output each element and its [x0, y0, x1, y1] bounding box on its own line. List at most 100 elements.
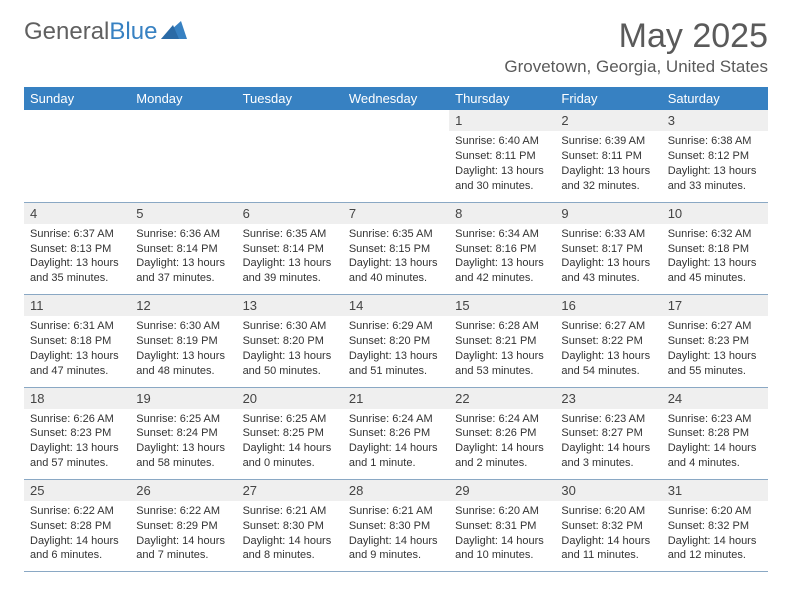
daylight-text: Daylight: 13 hours and 33 minutes. [668, 164, 762, 194]
daylight-text: Daylight: 14 hours and 1 minute. [349, 441, 443, 471]
calendar-cell: 24Sunrise: 6:23 AMSunset: 8:28 PMDayligh… [662, 388, 768, 479]
calendar-cell: 23Sunrise: 6:23 AMSunset: 8:27 PMDayligh… [555, 388, 661, 479]
sunset-text: Sunset: 8:27 PM [561, 426, 655, 441]
daylight-text: Daylight: 13 hours and 43 minutes. [561, 256, 655, 286]
calendar-cell: 7Sunrise: 6:35 AMSunset: 8:15 PMDaylight… [343, 203, 449, 294]
calendar-cell: 9Sunrise: 6:33 AMSunset: 8:17 PMDaylight… [555, 203, 661, 294]
day-info: Sunrise: 6:24 AMSunset: 8:26 PMDaylight:… [449, 409, 555, 479]
calendar-week: 1Sunrise: 6:40 AMSunset: 8:11 PMDaylight… [24, 110, 768, 202]
sunrise-text: Sunrise: 6:37 AM [30, 227, 124, 242]
day-number: 27 [237, 480, 343, 501]
daylight-text: Daylight: 14 hours and 7 minutes. [136, 534, 230, 564]
calendar-cell: 27Sunrise: 6:21 AMSunset: 8:30 PMDayligh… [237, 480, 343, 571]
sunrise-text: Sunrise: 6:21 AM [243, 504, 337, 519]
sunrise-text: Sunrise: 6:20 AM [455, 504, 549, 519]
daylight-text: Daylight: 13 hours and 51 minutes. [349, 349, 443, 379]
day-info: Sunrise: 6:34 AMSunset: 8:16 PMDaylight:… [449, 224, 555, 294]
day-info: Sunrise: 6:35 AMSunset: 8:15 PMDaylight:… [343, 224, 449, 294]
dow-tuesday: Tuesday [237, 87, 343, 110]
day-number: 4 [24, 203, 130, 224]
calendar-week: 25Sunrise: 6:22 AMSunset: 8:28 PMDayligh… [24, 480, 768, 572]
sunrise-text: Sunrise: 6:22 AM [30, 504, 124, 519]
logo-triangle-icon [161, 18, 187, 46]
day-number: 26 [130, 480, 236, 501]
sunset-text: Sunset: 8:26 PM [455, 426, 549, 441]
sunset-text: Sunset: 8:12 PM [668, 149, 762, 164]
daylight-text: Daylight: 13 hours and 55 minutes. [668, 349, 762, 379]
sunrise-text: Sunrise: 6:36 AM [136, 227, 230, 242]
sunset-text: Sunset: 8:11 PM [455, 149, 549, 164]
dow-thursday: Thursday [449, 87, 555, 110]
sunset-text: Sunset: 8:20 PM [243, 334, 337, 349]
calendar-cell: 5Sunrise: 6:36 AMSunset: 8:14 PMDaylight… [130, 203, 236, 294]
day-info: Sunrise: 6:22 AMSunset: 8:29 PMDaylight:… [130, 501, 236, 571]
daylight-text: Daylight: 14 hours and 8 minutes. [243, 534, 337, 564]
location-text: Grovetown, Georgia, United States [504, 57, 768, 77]
sunrise-text: Sunrise: 6:26 AM [30, 412, 124, 427]
sunrise-text: Sunrise: 6:34 AM [455, 227, 549, 242]
brand-part2: Blue [109, 18, 157, 46]
sunrise-text: Sunrise: 6:23 AM [561, 412, 655, 427]
sunset-text: Sunset: 8:17 PM [561, 242, 655, 257]
day-info: Sunrise: 6:28 AMSunset: 8:21 PMDaylight:… [449, 316, 555, 386]
day-number: 8 [449, 203, 555, 224]
day-info: Sunrise: 6:30 AMSunset: 8:19 PMDaylight:… [130, 316, 236, 386]
calendar-cell [237, 110, 343, 201]
sunrise-text: Sunrise: 6:22 AM [136, 504, 230, 519]
calendar-cell: 18Sunrise: 6:26 AMSunset: 8:23 PMDayligh… [24, 388, 130, 479]
daylight-text: Daylight: 13 hours and 50 minutes. [243, 349, 337, 379]
calendar-cell: 12Sunrise: 6:30 AMSunset: 8:19 PMDayligh… [130, 295, 236, 386]
daylight-text: Daylight: 13 hours and 54 minutes. [561, 349, 655, 379]
day-info: Sunrise: 6:21 AMSunset: 8:30 PMDaylight:… [343, 501, 449, 571]
calendar-cell: 4Sunrise: 6:37 AMSunset: 8:13 PMDaylight… [24, 203, 130, 294]
day-number: 29 [449, 480, 555, 501]
day-info: Sunrise: 6:27 AMSunset: 8:22 PMDaylight:… [555, 316, 661, 386]
dow-saturday: Saturday [662, 87, 768, 110]
sunset-text: Sunset: 8:29 PM [136, 519, 230, 534]
day-number: 17 [662, 295, 768, 316]
calendar-cell [24, 110, 130, 201]
sunrise-text: Sunrise: 6:25 AM [136, 412, 230, 427]
sunset-text: Sunset: 8:31 PM [455, 519, 549, 534]
calendar-cell: 19Sunrise: 6:25 AMSunset: 8:24 PMDayligh… [130, 388, 236, 479]
day-info: Sunrise: 6:31 AMSunset: 8:18 PMDaylight:… [24, 316, 130, 386]
day-info: Sunrise: 6:38 AMSunset: 8:12 PMDaylight:… [662, 131, 768, 201]
calendar-cell: 14Sunrise: 6:29 AMSunset: 8:20 PMDayligh… [343, 295, 449, 386]
day-number: 25 [24, 480, 130, 501]
sunset-text: Sunset: 8:32 PM [668, 519, 762, 534]
sunset-text: Sunset: 8:24 PM [136, 426, 230, 441]
day-number: 9 [555, 203, 661, 224]
calendar-cell: 25Sunrise: 6:22 AMSunset: 8:28 PMDayligh… [24, 480, 130, 571]
sunset-text: Sunset: 8:23 PM [668, 334, 762, 349]
sunset-text: Sunset: 8:23 PM [30, 426, 124, 441]
sunrise-text: Sunrise: 6:27 AM [668, 319, 762, 334]
daylight-text: Daylight: 14 hours and 3 minutes. [561, 441, 655, 471]
sunset-text: Sunset: 8:19 PM [136, 334, 230, 349]
dow-wednesday: Wednesday [343, 87, 449, 110]
calendar-week: 11Sunrise: 6:31 AMSunset: 8:18 PMDayligh… [24, 295, 768, 387]
sunrise-text: Sunrise: 6:25 AM [243, 412, 337, 427]
day-number: 15 [449, 295, 555, 316]
daylight-text: Daylight: 13 hours and 40 minutes. [349, 256, 443, 286]
day-number: 31 [662, 480, 768, 501]
sunset-text: Sunset: 8:11 PM [561, 149, 655, 164]
daylight-text: Daylight: 13 hours and 37 minutes. [136, 256, 230, 286]
day-number: 11 [24, 295, 130, 316]
calendar-cell: 3Sunrise: 6:38 AMSunset: 8:12 PMDaylight… [662, 110, 768, 201]
daylight-text: Daylight: 14 hours and 9 minutes. [349, 534, 443, 564]
sunset-text: Sunset: 8:32 PM [561, 519, 655, 534]
calendar-cell: 10Sunrise: 6:32 AMSunset: 8:18 PMDayligh… [662, 203, 768, 294]
daylight-text: Daylight: 13 hours and 42 minutes. [455, 256, 549, 286]
sunset-text: Sunset: 8:18 PM [30, 334, 124, 349]
day-info: Sunrise: 6:25 AMSunset: 8:24 PMDaylight:… [130, 409, 236, 479]
sunrise-text: Sunrise: 6:20 AM [561, 504, 655, 519]
day-info: Sunrise: 6:29 AMSunset: 8:20 PMDaylight:… [343, 316, 449, 386]
daylight-text: Daylight: 13 hours and 58 minutes. [136, 441, 230, 471]
sunrise-text: Sunrise: 6:20 AM [668, 504, 762, 519]
daylight-text: Daylight: 13 hours and 48 minutes. [136, 349, 230, 379]
sunset-text: Sunset: 8:28 PM [668, 426, 762, 441]
day-info: Sunrise: 6:32 AMSunset: 8:18 PMDaylight:… [662, 224, 768, 294]
daylight-text: Daylight: 13 hours and 53 minutes. [455, 349, 549, 379]
day-info: Sunrise: 6:30 AMSunset: 8:20 PMDaylight:… [237, 316, 343, 386]
day-info: Sunrise: 6:24 AMSunset: 8:26 PMDaylight:… [343, 409, 449, 479]
